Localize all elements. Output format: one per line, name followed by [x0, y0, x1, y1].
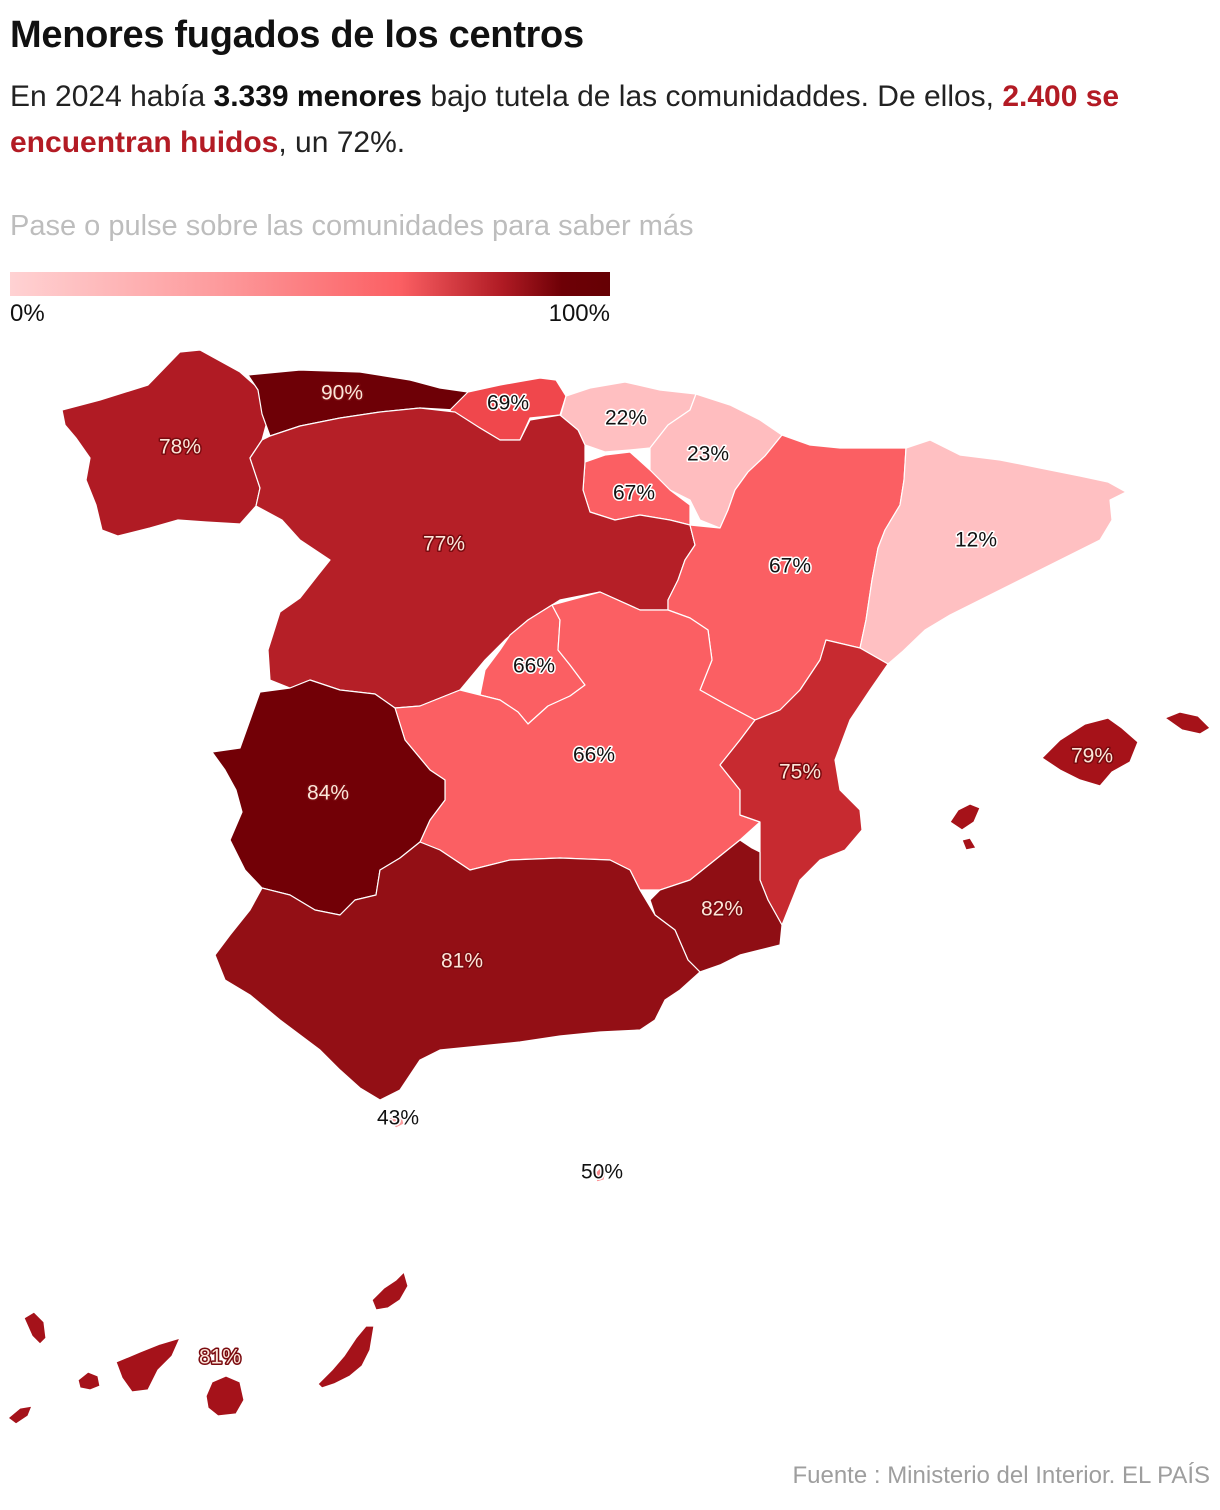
- region-canarias-lanzarote[interactable]: [371, 1271, 409, 1311]
- label-asturias: 90%: [321, 382, 363, 405]
- subtitle-text-1: En 2024 había: [10, 80, 214, 113]
- label-murcia: 82%: [701, 898, 743, 921]
- label-navarra: 23%: [687, 443, 729, 466]
- region-baleares-formentera[interactable]: [961, 837, 977, 851]
- region-melilla[interactable]: [593, 1167, 607, 1183]
- region-andalucia[interactable]: [214, 841, 701, 1101]
- region-canarias-tenerife[interactable]: [115, 1337, 181, 1393]
- label-ceuta: 43%: [377, 1107, 419, 1130]
- chart-subtitle: En 2024 había 3.339 menores bajo tutela …: [10, 74, 1205, 166]
- label-galicia: 78%: [159, 436, 201, 459]
- label-comunidad-valenciana: 75%: [779, 761, 821, 784]
- region-baleares-menorca[interactable]: [1164, 711, 1211, 735]
- color-scale-bar: [10, 272, 610, 296]
- label-cataluna: 12%: [955, 529, 997, 552]
- label-madrid: 66%: [513, 655, 555, 678]
- label-canarias: 81%: [199, 1346, 241, 1369]
- region-cataluna[interactable]: [859, 439, 1127, 665]
- label-extremadura: 84%: [307, 782, 349, 805]
- label-cantabria: 69%: [487, 392, 529, 415]
- chart-title: Menores fugados de los centros: [10, 14, 584, 56]
- label-pais-vasco: 22%: [605, 407, 647, 430]
- region-canarias-fuerteventura[interactable]: [317, 1325, 375, 1389]
- subtitle-text-2: bajo tutela de las comunidaddes. De ello…: [421, 80, 1003, 113]
- interaction-hint: Pase o pulse sobre las comunidades para …: [10, 210, 694, 242]
- region-canarias-gran-canaria[interactable]: [205, 1375, 245, 1417]
- scale-max-label: 100%: [548, 300, 610, 327]
- region-ceuta[interactable]: [387, 1113, 405, 1129]
- region-baleares-mallorca[interactable]: [1041, 717, 1139, 787]
- subtitle-text-3: , un 72%.: [278, 126, 406, 159]
- label-andalucia: 81%: [441, 950, 483, 973]
- source-note: Fuente : Ministerio del Interior. EL PAÍ…: [792, 1462, 1210, 1489]
- region-canarias-la-palma[interactable]: [23, 1311, 47, 1345]
- label-castilla-la-mancha: 66%: [573, 744, 615, 767]
- scale-min-label: 0%: [10, 300, 45, 327]
- label-castilla-leon: 77%: [423, 533, 465, 556]
- label-aragon: 67%: [769, 555, 811, 578]
- label-la-rioja: 67%: [613, 482, 655, 505]
- subtitle-highlight: 2.400 se encuentran huidos: [10, 80, 1120, 159]
- region-canarias-la-gomera[interactable]: [77, 1371, 101, 1391]
- label-baleares: 79%: [1071, 745, 1113, 768]
- label-melilla: 50%: [581, 1161, 623, 1184]
- region-baleares-ibiza[interactable]: [949, 803, 981, 831]
- subtitle-total: 3.339 menores: [213, 80, 422, 113]
- region-canarias-el-hierro[interactable]: [7, 1405, 33, 1425]
